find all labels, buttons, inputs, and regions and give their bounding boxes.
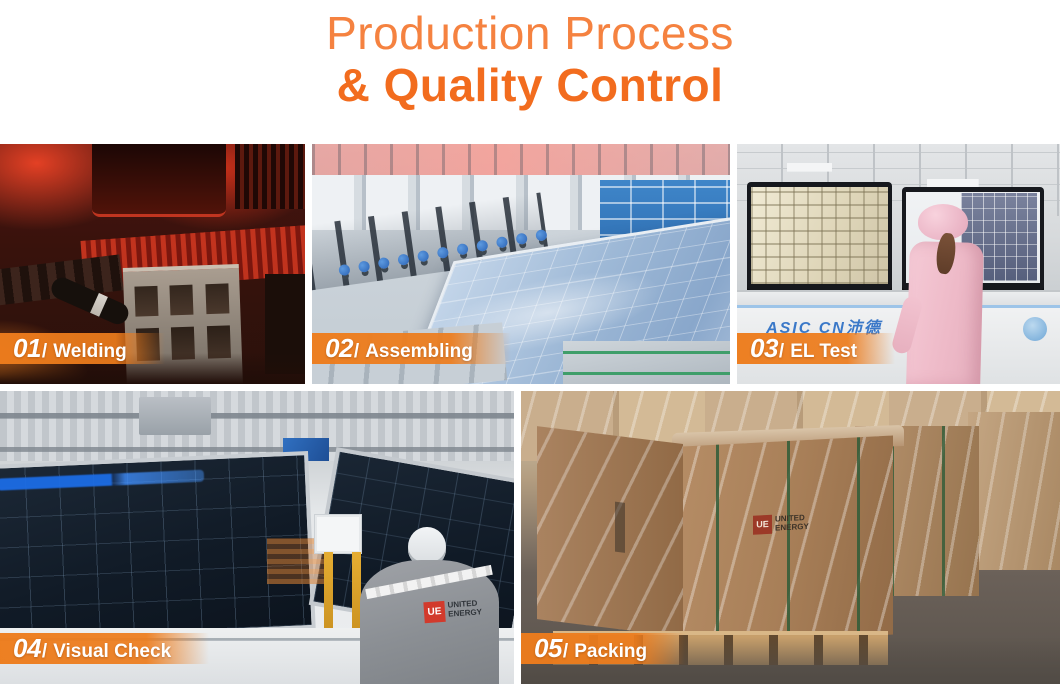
ue-logo-text: UNITED ENERGY [447, 598, 483, 619]
step-badge-visual-check: 04/Visual Check [0, 633, 210, 664]
step-separator: / [778, 341, 785, 362]
visual-check-ceiling [0, 391, 514, 462]
step-label: Visual Check [53, 641, 172, 662]
welding-slotted-block [234, 144, 305, 209]
visual-check-worker: UE UNITED ENERGY [359, 526, 499, 684]
visual-check-yellow-post-left [323, 552, 334, 646]
step-badge-assembling: 02/Assembling [312, 333, 511, 364]
assembling-red-light-strip [312, 144, 730, 180]
photo-row-1: 01/Welding 02/Assembling ASIC CN沛德 [0, 144, 1060, 384]
step-badge-packing: 05/Packing [521, 633, 686, 664]
title-line-2: & Quality Control [336, 59, 724, 111]
step-label: EL Test [790, 341, 858, 362]
assembling-photo: 02/Assembling [312, 144, 730, 384]
step-number: 05 [534, 633, 562, 663]
welding-photo: 01/Welding [0, 144, 305, 384]
assembling-green-rails [562, 340, 730, 384]
step-separator: / [41, 341, 48, 362]
step-label: Assembling [365, 341, 473, 362]
packing-main-crate-side [537, 426, 683, 638]
packing-photo: UE UNITED ENERGY 05/Packing [521, 391, 1060, 684]
step-badge-welding: 01/Welding [0, 333, 165, 364]
visual-check-blue-reflection [0, 470, 205, 492]
step-badge-el-test: 03/EL Test [737, 333, 896, 364]
step-separator: / [41, 641, 48, 662]
packing-right-crate-far [968, 411, 1060, 570]
el-test-photo: ASIC CN沛德 03/EL Test [737, 144, 1060, 384]
welding-machine-silhouette [91, 144, 226, 217]
packing-main-crate-front [682, 435, 893, 646]
page-header: Production Process & Quality Control [0, 0, 1060, 144]
visual-check-control-box [313, 514, 362, 555]
ue-logo-mark: UE [752, 514, 772, 535]
step-label: Packing [574, 641, 648, 662]
el-test-round-logo [1023, 316, 1048, 341]
visual-check-yellow-post-right [352, 552, 362, 646]
worker-cap [408, 526, 446, 566]
step-separator: / [562, 641, 569, 662]
step-label: Welding [53, 341, 127, 362]
packing-crate-logo: UE UNITED ENERGY [752, 512, 819, 535]
step-number: 02 [325, 333, 353, 363]
step-number: 01 [13, 333, 41, 363]
step-separator: / [353, 341, 360, 362]
step-number: 04 [13, 633, 41, 663]
ue-logo-mark: UE [423, 600, 447, 623]
worker-jacket-logo: UE UNITED ENERGY [423, 597, 491, 623]
el-test-left-screen [751, 186, 888, 284]
title-line-1: Production Process [326, 7, 734, 59]
ue-logo-text: UNITED ENERGY [774, 513, 809, 533]
el-test-left-monitor [746, 182, 893, 291]
visual-check-photo: UE UNITED ENERGY 04/Visual Check [0, 391, 514, 684]
visual-check-ac-unit [138, 396, 211, 435]
step-number: 03 [750, 333, 778, 363]
photo-row-2: UE UNITED ENERGY 04/Visual Check UE UNIT… [0, 391, 1060, 684]
